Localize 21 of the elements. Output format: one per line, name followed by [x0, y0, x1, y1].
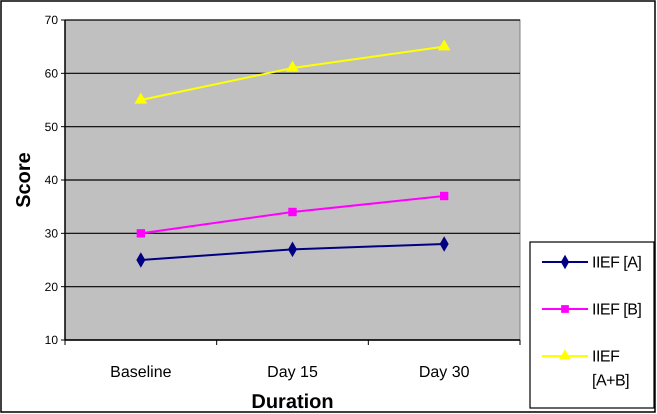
legend-label: IIEF [A]	[592, 254, 642, 272]
point	[438, 39, 451, 50]
point	[288, 208, 297, 216]
point	[440, 192, 448, 200]
x-tick-label: Day 15	[267, 364, 318, 381]
x-axis-title: Duration	[251, 391, 334, 413]
point	[134, 92, 148, 104]
y-tick-label: 50	[44, 120, 58, 134]
y-tick-label: 70	[44, 13, 58, 28]
x-tick-label: Baseline	[110, 364, 172, 381]
x-tick-label: Day 30	[418, 364, 470, 381]
legend-label: IIEF [B]	[592, 302, 642, 319]
legend-label: IIEF [A+B]	[592, 348, 630, 390]
point	[286, 60, 299, 72]
y-tick-label: 10	[44, 333, 58, 348]
y-tick-label: 60	[44, 66, 58, 81]
y-tick-label: 40	[44, 173, 58, 188]
y-tick-label: 30	[44, 226, 58, 241]
point	[136, 229, 146, 238]
y-axis-title: Score	[13, 152, 35, 208]
y-tick-label: 20	[44, 280, 58, 294]
